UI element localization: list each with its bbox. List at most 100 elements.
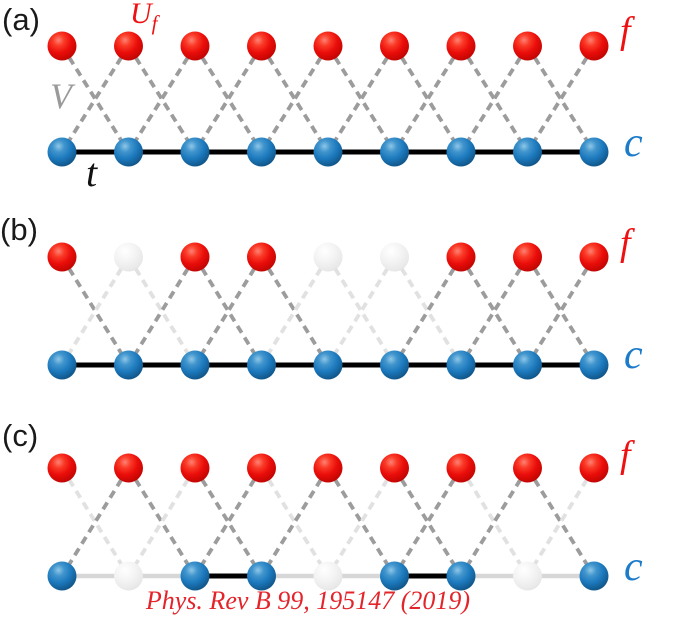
hybridization-bond [326, 44, 397, 154]
hybridization-bond [525, 44, 596, 154]
hybridization-bond [392, 467, 463, 577]
c-site-ball [446, 137, 476, 167]
hybridization-bond [193, 44, 264, 154]
c-site-ball [446, 561, 476, 591]
f-site-ball [114, 453, 143, 483]
hybridization-bond [459, 256, 530, 366]
hybridization-bond [259, 467, 330, 577]
hybridization-bond [193, 467, 264, 577]
f-site-ball [579, 453, 609, 483]
c-site-ball [47, 137, 77, 167]
c-site-ball [446, 350, 476, 380]
c-site-ball-empty [313, 561, 343, 591]
hybridization-bond [392, 467, 463, 577]
f-site-ball [513, 453, 542, 483]
hybridization-bond [126, 256, 197, 366]
panel-a-label: (a) [2, 2, 40, 37]
hybridization-bond [60, 256, 131, 366]
f-site-ball [446, 242, 476, 272]
f-site-ball-empty [313, 242, 343, 272]
hybridization-bond [193, 467, 264, 577]
c-site-ball-empty [114, 561, 143, 591]
f-orbital-label-a: f [620, 10, 631, 52]
hybridization-bond [459, 467, 530, 577]
f-site-ball [446, 31, 476, 61]
c-site-ball [180, 350, 210, 380]
c-site-ball [513, 350, 542, 380]
f-site-ball [380, 31, 409, 61]
hybridization-bond [193, 256, 264, 366]
hybridization-bond [326, 256, 397, 366]
f-site-ball [513, 31, 542, 61]
panel-b [47, 242, 609, 380]
f-site-ball [47, 453, 77, 483]
f-site-ball [180, 31, 210, 61]
hybridization-v-label: V [50, 76, 72, 116]
uf-interaction-label: Uf [130, 0, 158, 34]
hybridization-bond [259, 256, 330, 366]
hybridization-bond [126, 467, 197, 577]
hybridization-bond [459, 44, 530, 154]
hybridization-bond [60, 467, 131, 577]
hybridization-bond [193, 44, 264, 154]
hybridization-bond [60, 467, 131, 577]
f-site-ball [579, 31, 609, 61]
hybridization-bond [259, 44, 330, 154]
panel-c-label: (c) [2, 418, 39, 453]
c-orbital-label-b: c [624, 332, 643, 378]
panel-c [47, 453, 609, 591]
f-site-ball [47, 31, 77, 61]
hybridization-bond [525, 256, 596, 366]
f-site-ball [247, 453, 276, 483]
c-site-ball [313, 137, 343, 167]
f-site-ball [180, 453, 210, 483]
hybridization-bond [259, 256, 330, 366]
hybridization-bond [60, 44, 131, 154]
f-site-ball [114, 31, 143, 61]
uf-subscript: f [151, 11, 158, 35]
c-site-ball [380, 137, 409, 167]
f-site-ball [47, 242, 77, 272]
hybridization-bond [259, 44, 330, 154]
c-site-ball [180, 561, 210, 591]
c-site-ball [247, 561, 276, 591]
hybridization-bond [392, 256, 463, 366]
f-site-ball [247, 31, 276, 61]
f-site-ball [180, 242, 210, 272]
uf-base: U [130, 0, 152, 30]
f-site-ball-empty [114, 242, 143, 272]
f-site-ball [313, 31, 343, 61]
f-orbital-label-b: f [620, 222, 631, 264]
c-site-ball [313, 350, 343, 380]
hybridization-bond [60, 256, 131, 366]
c-site-ball [180, 137, 210, 167]
f-site-ball [446, 453, 476, 483]
c-site-ball-empty [513, 561, 542, 591]
f-site-ball [380, 453, 409, 483]
hybridization-bond [525, 44, 596, 154]
c-site-ball [380, 561, 409, 591]
hybridization-bond [126, 256, 197, 366]
c-site-ball [579, 350, 609, 380]
hopping-t-label: t [86, 150, 98, 195]
citation-text: Phys. Rev B 99, 195147 (2019) [145, 586, 471, 615]
f-site-ball [579, 242, 609, 272]
hybridization-bond [392, 44, 463, 154]
f-orbital-label-c: f [620, 434, 631, 476]
c-site-ball [114, 137, 143, 167]
c-site-ball [380, 350, 409, 380]
hybridization-bond [326, 467, 397, 577]
hybridization-bond [326, 256, 397, 366]
f-site-ball [513, 242, 542, 272]
hybridization-bond [459, 467, 530, 577]
f-site-ball-empty [380, 242, 409, 272]
c-orbital-label-c: c [624, 544, 643, 590]
hybridization-bond [525, 256, 596, 366]
hybridization-bond [459, 256, 530, 366]
c-orbital-label-a: c [624, 120, 643, 166]
hybridization-bond [392, 256, 463, 366]
hybridization-bond [126, 44, 197, 154]
hybridization-bond [525, 467, 596, 577]
hybridization-bond [126, 44, 197, 154]
